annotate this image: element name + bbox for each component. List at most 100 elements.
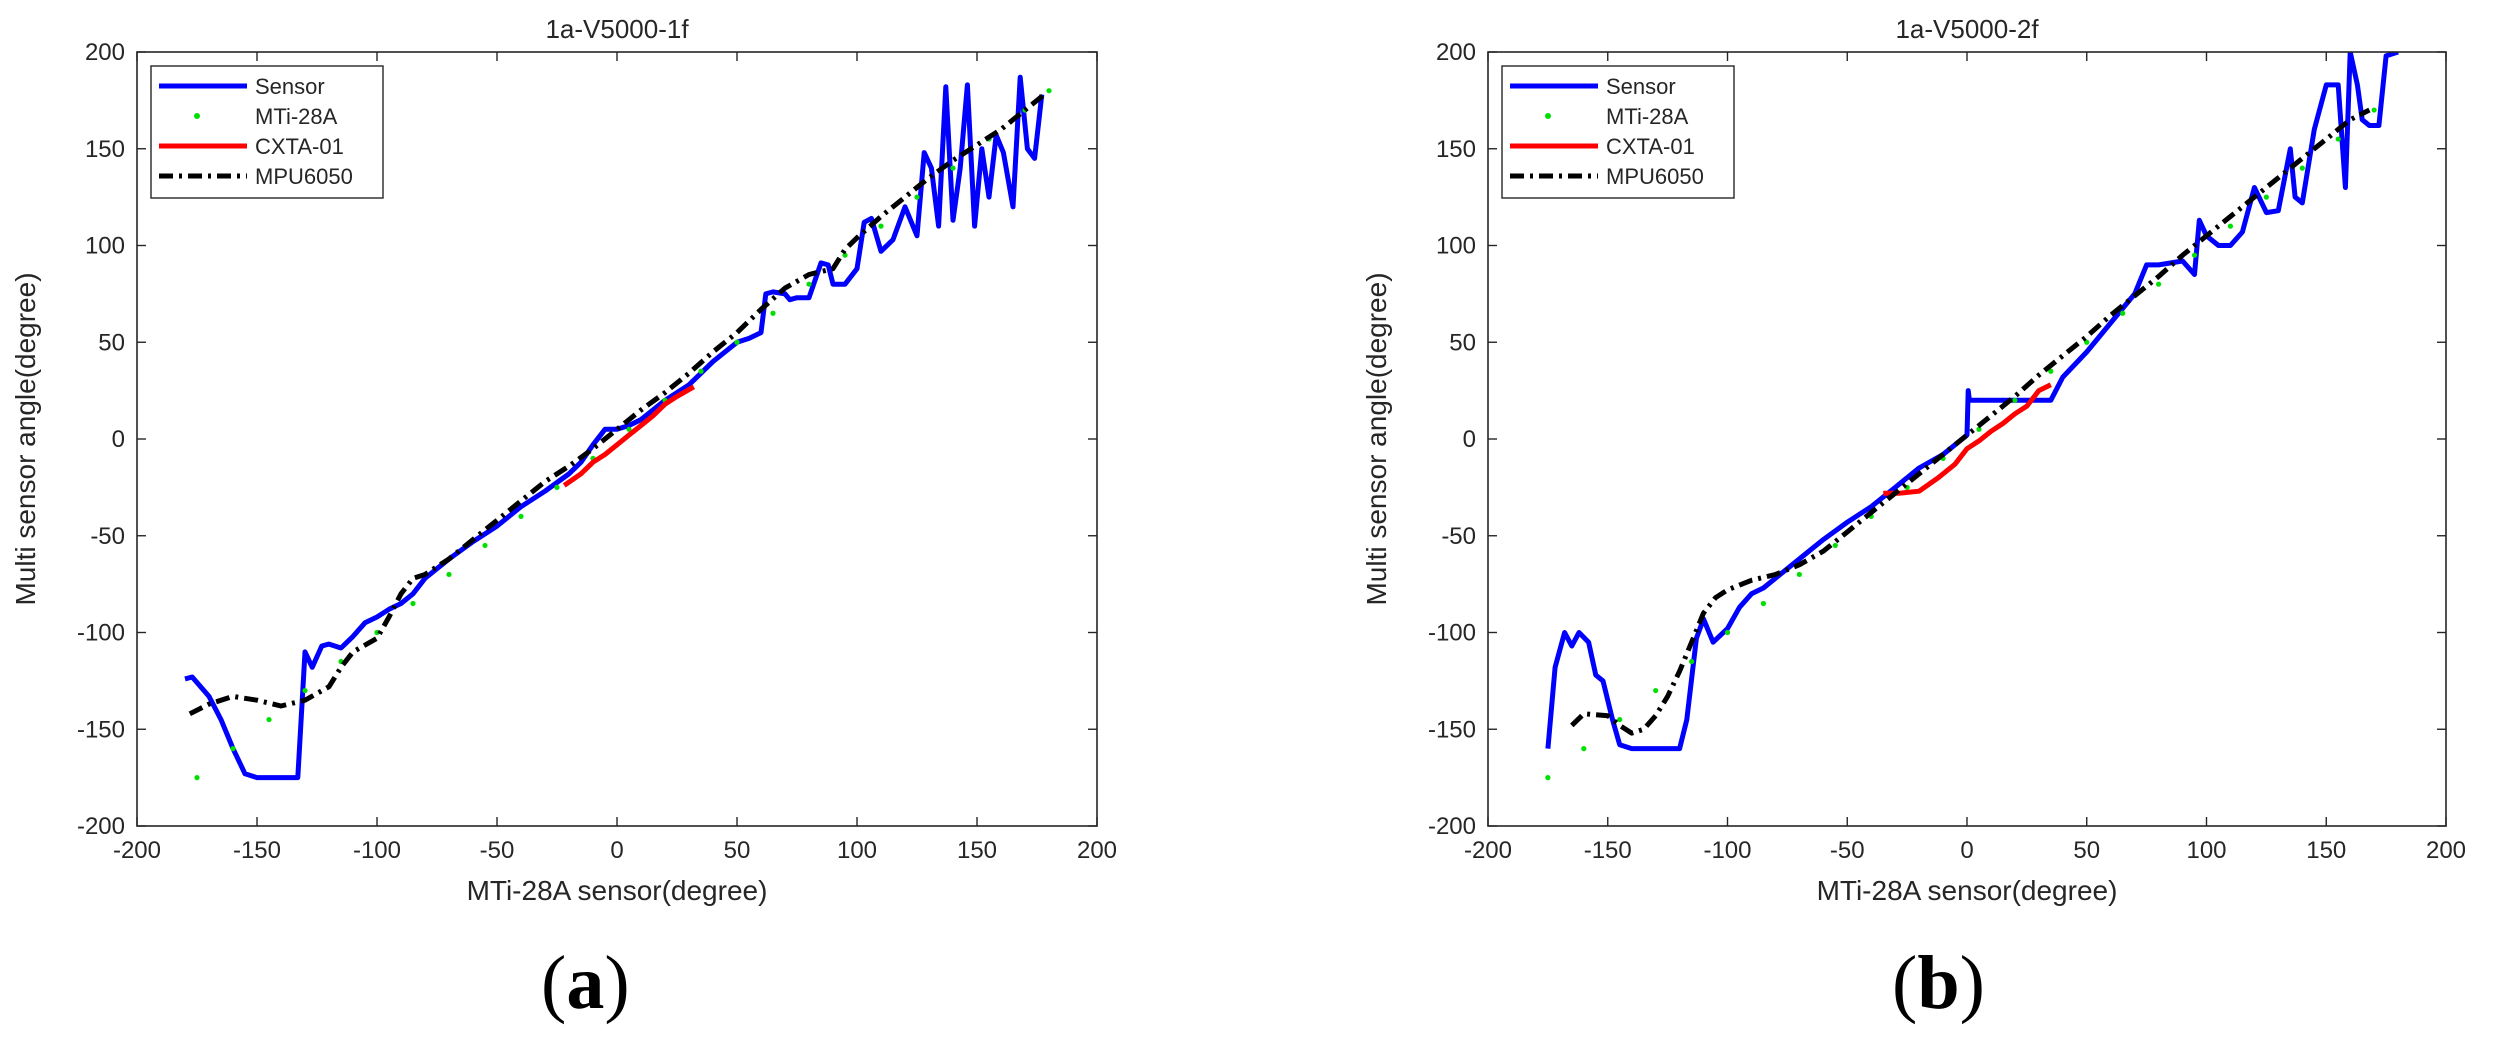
x-tick-label: 50 (2073, 837, 2100, 864)
y-tick-label: -100 (1428, 620, 1476, 647)
series-point-mti-28a (1976, 426, 1982, 432)
series-point-mti-28a (518, 513, 524, 520)
series-point-mti-28a (1617, 716, 1623, 723)
series-point-mti-28a (806, 281, 812, 287)
y-tick-label: -100 (77, 620, 125, 647)
series-point-mti-28a (1724, 629, 1731, 636)
legend: Sensor MTi-28A CXTA-01 MPU6050 (1501, 65, 1735, 199)
y-tick-label: 100 (1436, 233, 1476, 260)
y-tick-label: 150 (85, 136, 125, 163)
series-point-mti-28a (2371, 107, 2377, 113)
x-tick-label: 200 (2426, 837, 2466, 864)
legend-swatch-mti-28a (194, 113, 200, 119)
legend-label-sensor: Sensor (1606, 74, 1676, 99)
y-tick-label: -50 (1441, 523, 1476, 550)
series-point-mti-28a (266, 716, 272, 723)
series-line-mpu6050 (1570, 107, 2371, 736)
series-point-mti-28a (194, 775, 200, 781)
series-point-mti-28a (554, 484, 560, 490)
y-tick-label: 200 (1436, 39, 1476, 66)
y-tick-label: -200 (77, 813, 125, 840)
legend: Sensor MTi-28A CXTA-01 MPU6050 (150, 65, 384, 199)
legend-label-cxta-01: CXTA-01 (1606, 134, 1695, 159)
series-point-mti-28a (1832, 542, 1838, 549)
panel-label-a: (a) (541, 941, 630, 1025)
y-tick-label: -150 (77, 716, 125, 743)
series-point-mti-28a (842, 252, 848, 258)
series-point-mti-28a (1046, 88, 1052, 94)
series-point-mti-28a (2227, 223, 2234, 229)
x-tick-label: -150 (233, 837, 281, 864)
series-point-mti-28a (1545, 775, 1551, 781)
series-point-mti-28a (446, 571, 452, 578)
y-tick-label: 100 (85, 233, 125, 260)
series-line-cxta-01 (1883, 382, 2052, 496)
x-tick-label: 100 (837, 837, 877, 864)
y-tick-label: -150 (1428, 716, 1476, 743)
x-tick-label: -200 (113, 837, 161, 864)
series-point-mti-28a (410, 600, 416, 607)
series-point-mti-28a (734, 339, 740, 345)
x-tick-label: 200 (1077, 837, 1117, 864)
y-tick-label: 200 (85, 39, 125, 66)
x-tick-label: 0 (610, 837, 623, 864)
series-line-cxta-01 (562, 384, 696, 488)
x-tick-label: -100 (353, 837, 401, 864)
legend-label-mpu6050: MPU6050 (1606, 164, 1704, 189)
legend-label-sensor: Sensor (255, 74, 325, 99)
y-tick-label: -50 (90, 523, 125, 550)
y-tick-label: 0 (112, 426, 125, 453)
series-group (184, 74, 1052, 781)
series-point-mti-28a (2084, 339, 2090, 345)
series-point-mti-28a (878, 223, 884, 229)
series-point-mti-28a (302, 687, 308, 694)
series-group (1545, 52, 2399, 781)
series-point-mti-28a (230, 746, 236, 752)
x-tick-label: 0 (1960, 837, 1973, 864)
series-point-mti-28a (1796, 571, 1802, 578)
y-tick-label: 50 (1449, 329, 1476, 356)
legend-label-mti-28a: MTi-28A (255, 104, 338, 129)
series-point-mti-28a (2012, 397, 2018, 403)
series-point-mti-28a (770, 310, 776, 316)
x-tick-label: 100 (2186, 837, 2226, 864)
series-point-mti-28a (2299, 165, 2305, 171)
series-point-mti-28a (2191, 252, 2198, 258)
series-point-mti-28a (2335, 136, 2341, 142)
x-tick-label: 50 (724, 837, 751, 864)
y-axis-label: Multi sensor angle(degree) (10, 272, 41, 605)
legend-label-mpu6050: MPU6050 (255, 164, 353, 189)
x-tick-label: -50 (1830, 837, 1865, 864)
x-tick-label: -100 (1703, 837, 1751, 864)
y-tick-label: 0 (1463, 426, 1476, 453)
y-tick-label: 50 (98, 329, 125, 356)
y-tick-label: 150 (1436, 136, 1476, 163)
series-point-mti-28a (482, 542, 488, 549)
x-axis-label: MTi-28A sensor(degree) (1817, 875, 2118, 906)
legend-label-cxta-01: CXTA-01 (255, 134, 344, 159)
series-point-mti-28a (1760, 600, 1767, 607)
panel-label-b: (b) (1892, 941, 1985, 1025)
series-point-mti-28a (2263, 194, 2269, 200)
series-point-mti-28a (1581, 746, 1587, 752)
series-point-mti-28a (950, 165, 956, 171)
chart-title: 1a-V5000-1f (545, 14, 689, 44)
series-point-mti-28a (2156, 281, 2162, 287)
series-point-mti-28a (1688, 658, 1695, 665)
legend-label-mti-28a: MTi-28A (1606, 104, 1689, 129)
x-tick-label: 150 (957, 837, 997, 864)
legend-swatch-mti-28a (1545, 113, 1551, 119)
series-point-mti-28a (2120, 310, 2126, 316)
x-tick-label: 150 (2306, 837, 2346, 864)
chart-panel-2: -200 -150 -100 -50 0 50 100 150 200 -200 -150 -100 -… (1361, 14, 2466, 906)
chart-panel-1: -200 -150 -100 -50 0 50 100 150 200 -200 -150 -100 -… (10, 14, 1117, 906)
series-point-mti-28a (698, 368, 704, 374)
y-tick-label: -200 (1428, 813, 1476, 840)
x-axis-label: MTi-28A sensor(degree) (467, 875, 768, 906)
series-point-mti-28a (2048, 368, 2054, 374)
series-point-mti-28a (914, 194, 920, 200)
series-line-sensor (1545, 52, 2399, 752)
x-tick-label: -150 (1584, 837, 1632, 864)
x-tick-label: -200 (1464, 837, 1512, 864)
